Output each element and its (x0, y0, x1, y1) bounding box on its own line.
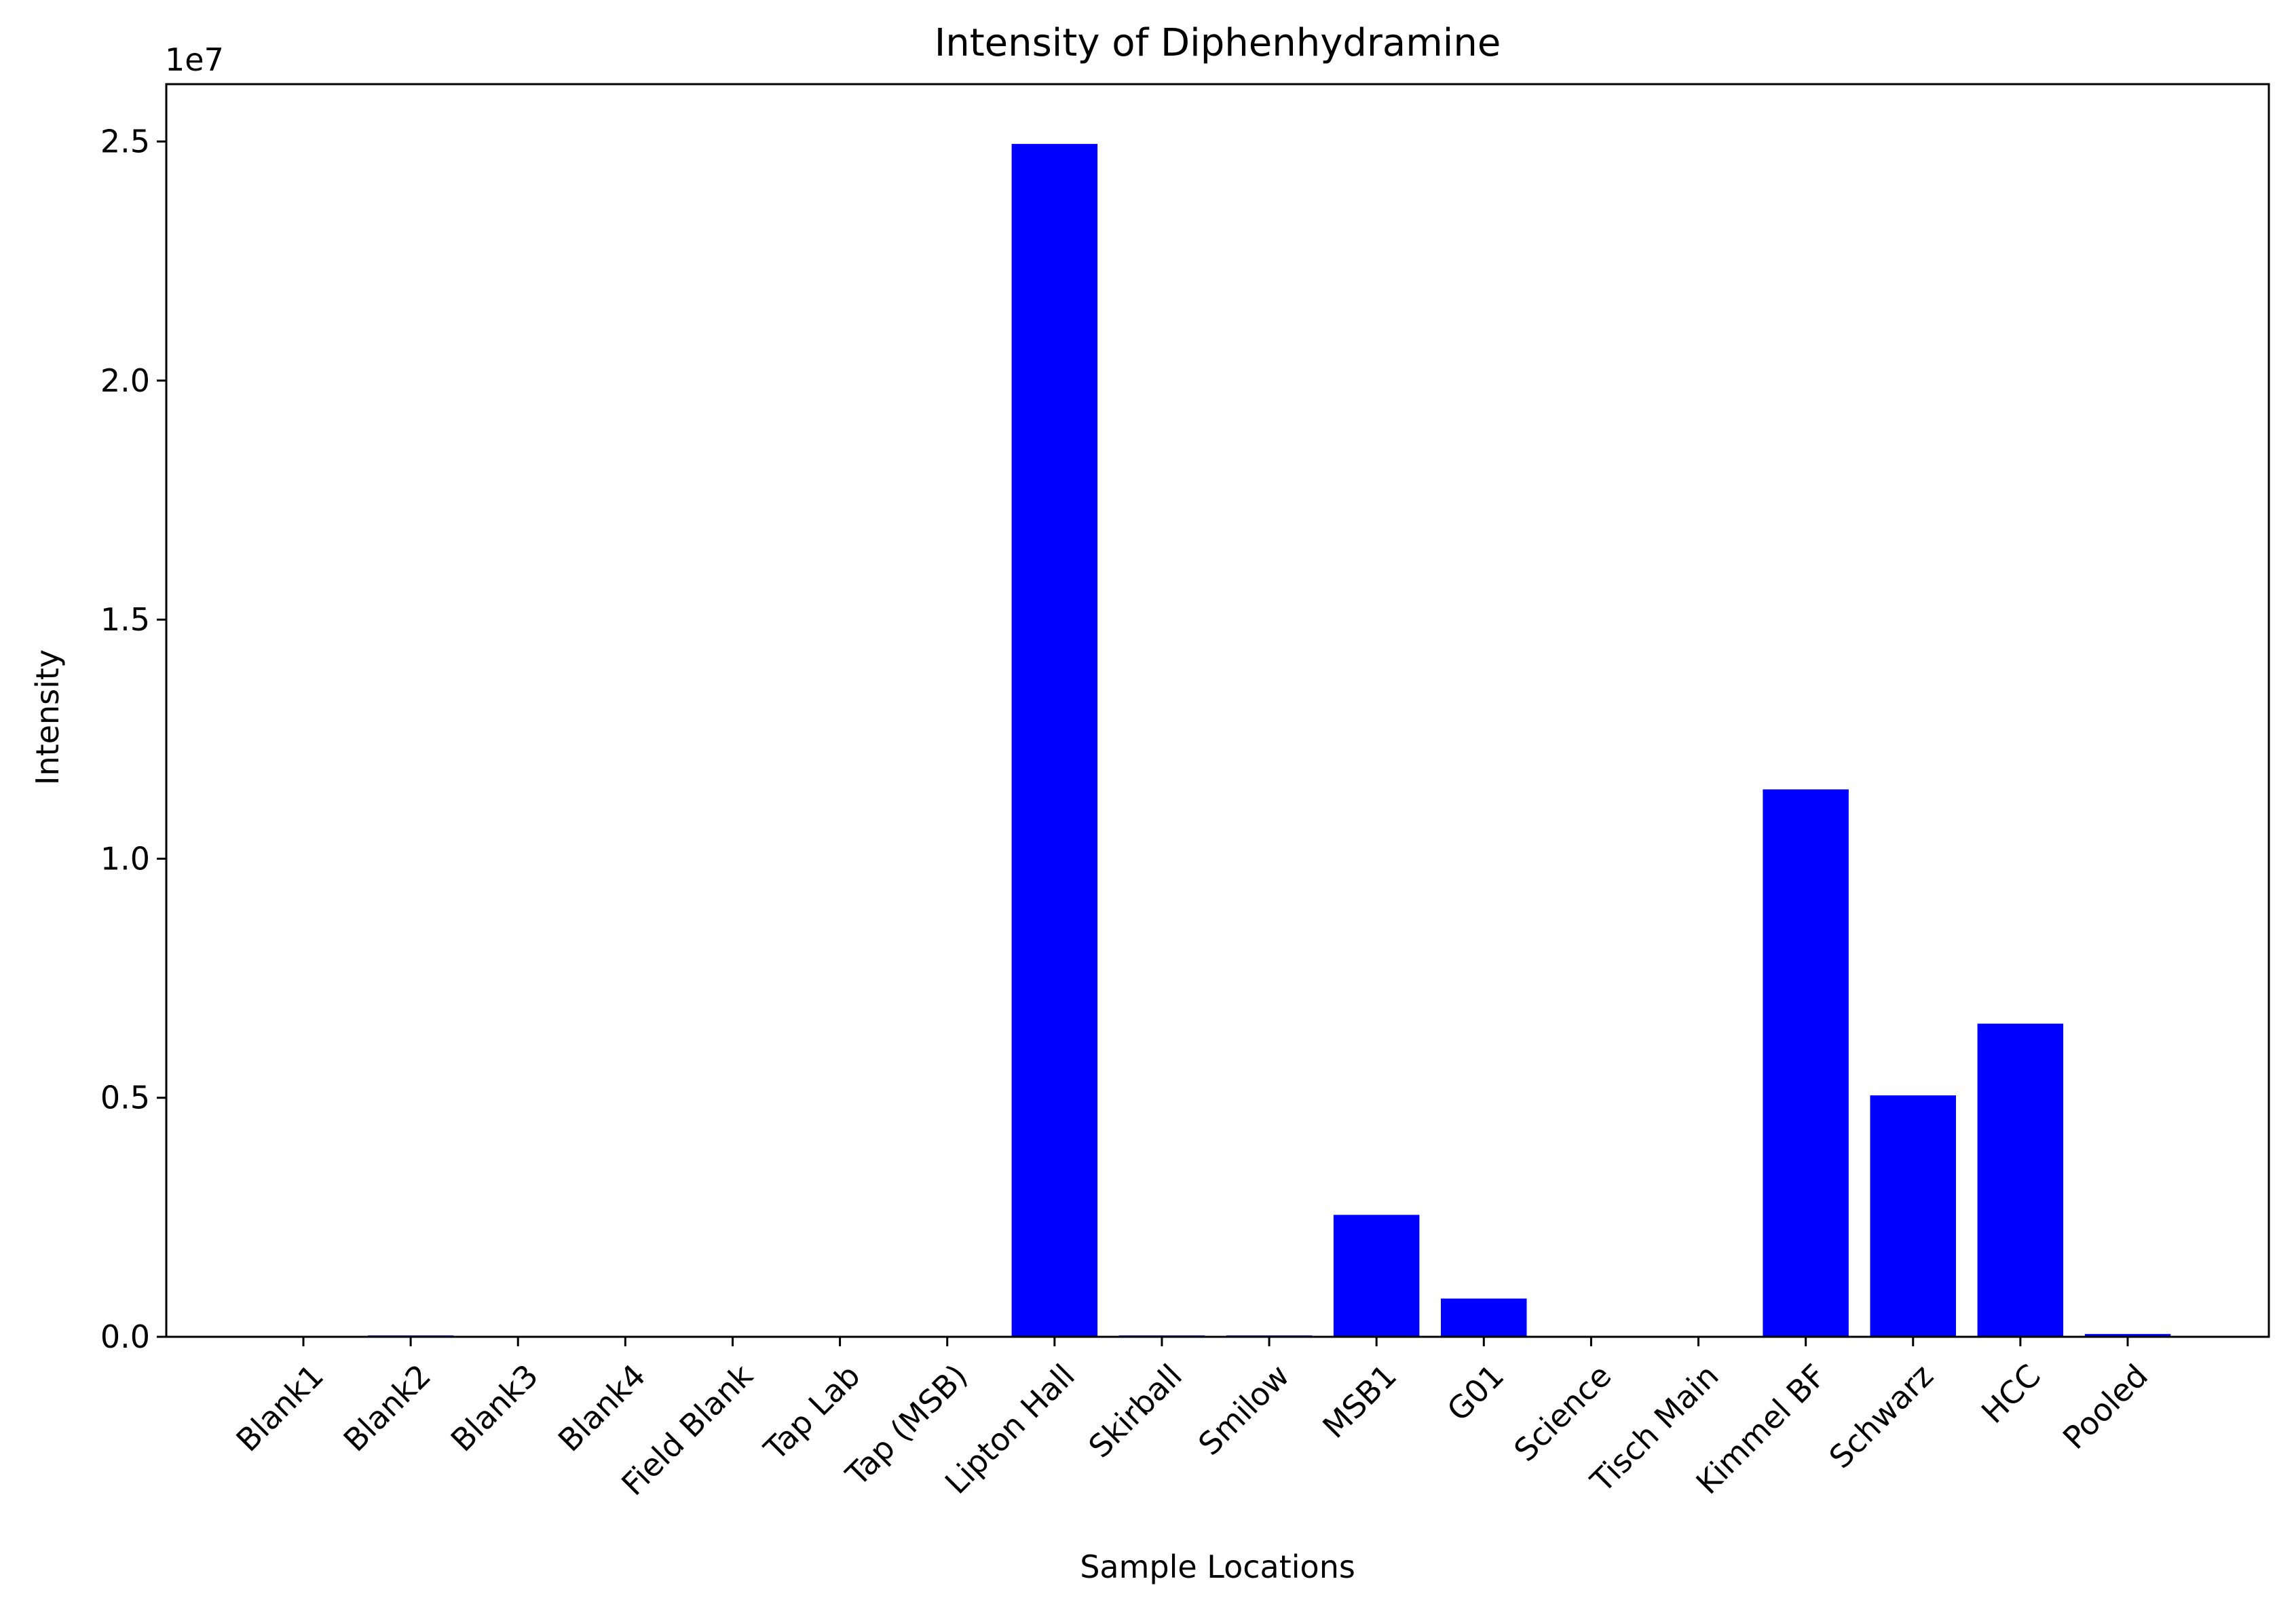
bar-g01 (1441, 1298, 1527, 1337)
bar-kimmel-bf (1763, 789, 1849, 1337)
y-tick-label: 0.0 (100, 1318, 150, 1355)
y-axis-label: Intensity (29, 649, 66, 785)
y-tick-label: 1.5 (100, 601, 150, 638)
bar-lipton-hall (1011, 144, 1098, 1337)
bar-msb1 (1333, 1215, 1420, 1337)
bar-pooled (2084, 1333, 2171, 1337)
y-axis-offset-label: 1e7 (165, 41, 224, 78)
y-axis-ticks: 0.0 0.5 1.0 1.5 2.0 2.5 (100, 124, 166, 1355)
bars-group (260, 144, 2171, 1337)
y-tick-label: 2.0 (100, 362, 150, 399)
plot-frame (165, 83, 2270, 1338)
bar-hcc (1977, 1023, 2064, 1337)
y-tick-label: 0.5 (100, 1080, 150, 1116)
y-tick-label: 2.5 (100, 124, 150, 160)
bar-schwarz (1870, 1095, 1956, 1337)
x-axis-label: Sample Locations (1080, 1549, 1355, 1585)
chart-title: Intensity of Diphenhydramine (935, 21, 1501, 65)
y-tick-label: 1.0 (100, 840, 150, 877)
